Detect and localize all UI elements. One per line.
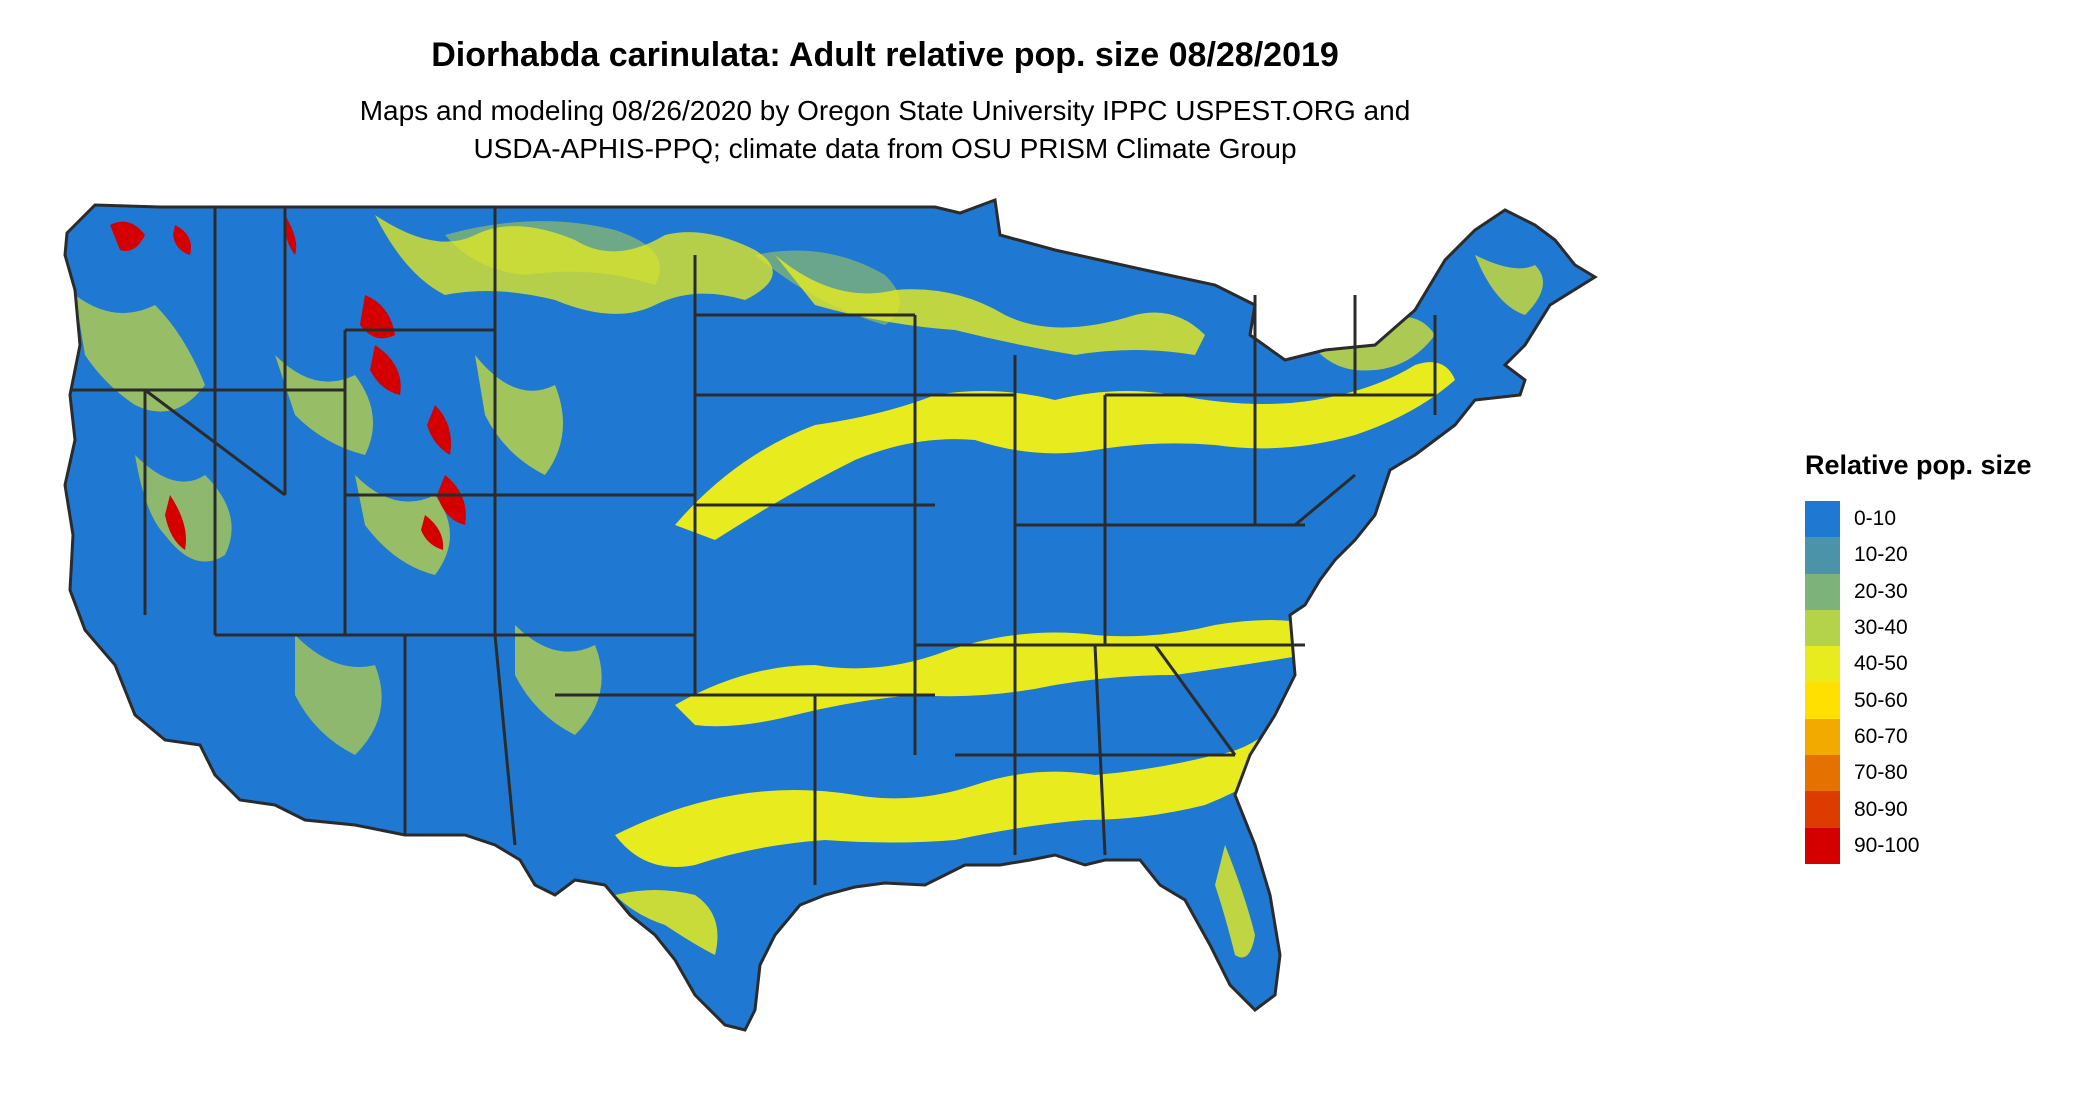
legend-swatch	[1805, 609, 1840, 647]
legend-item: 80-90	[1805, 791, 2032, 828]
legend-item: 90-100	[1805, 827, 2032, 864]
legend-label: 80-90	[1854, 797, 1908, 821]
legend-item: 30-40	[1805, 609, 2032, 647]
legend-swatch	[1805, 718, 1840, 756]
legend-item: 0-10	[1805, 501, 2032, 538]
legend-label: 60-70	[1854, 724, 1908, 748]
state-borders	[63, 198, 1597, 1032]
legend-label: 30-40	[1854, 616, 1908, 640]
us-land	[65, 200, 1595, 1030]
legend-label: 40-50	[1854, 652, 1908, 676]
legend: Relative pop. size 0-10 10-20 20-30 30-40 40…	[1805, 450, 2032, 864]
legend-label: 50-60	[1854, 688, 1908, 712]
suitability-bands	[75, 215, 1543, 958]
us-map	[63, 198, 1597, 1032]
legend-label: 90-100	[1854, 833, 1920, 857]
subtitle-line-1: Maps and modeling 08/26/2020 by Oregon S…	[359, 95, 1411, 126]
legend-items: 0-10 10-20 20-30 30-40 40-50 50-60 60-70 70-80 8…	[1805, 501, 2032, 864]
legend-swatch	[1805, 646, 1840, 683]
legend-label: 20-30	[1854, 579, 1908, 603]
legend-item: 20-30	[1805, 573, 2032, 610]
legend-swatch	[1805, 682, 1840, 719]
subtitle-line-2: USDA-APHIS-PPQ; climate data from OSU PR…	[473, 133, 1297, 164]
map-title: Diorhabda carinulata: Adult relative pop…	[431, 36, 1339, 74]
map-subtitle: Maps and modeling 08/26/2020 by Oregon S…	[0, 92, 1770, 168]
legend-label: 0-10	[1854, 507, 1897, 531]
legend-swatch	[1805, 501, 1840, 538]
legend-swatch	[1805, 755, 1840, 792]
legend-swatch	[1805, 791, 1840, 828]
legend-swatch	[1805, 537, 1840, 574]
legend-label: 70-80	[1854, 761, 1908, 785]
legend-item: 10-20	[1805, 537, 2032, 574]
legend-swatch	[1805, 827, 1840, 864]
legend-title: Relative pop. size	[1805, 450, 2032, 480]
legend-item: 60-70	[1805, 718, 2032, 756]
legend-item: 50-60	[1805, 682, 2032, 719]
legend-item: 40-50	[1805, 646, 2032, 683]
legend-swatch	[1805, 573, 1840, 610]
legend-item: 70-80	[1805, 755, 2032, 792]
legend-label: 10-20	[1854, 543, 1908, 567]
